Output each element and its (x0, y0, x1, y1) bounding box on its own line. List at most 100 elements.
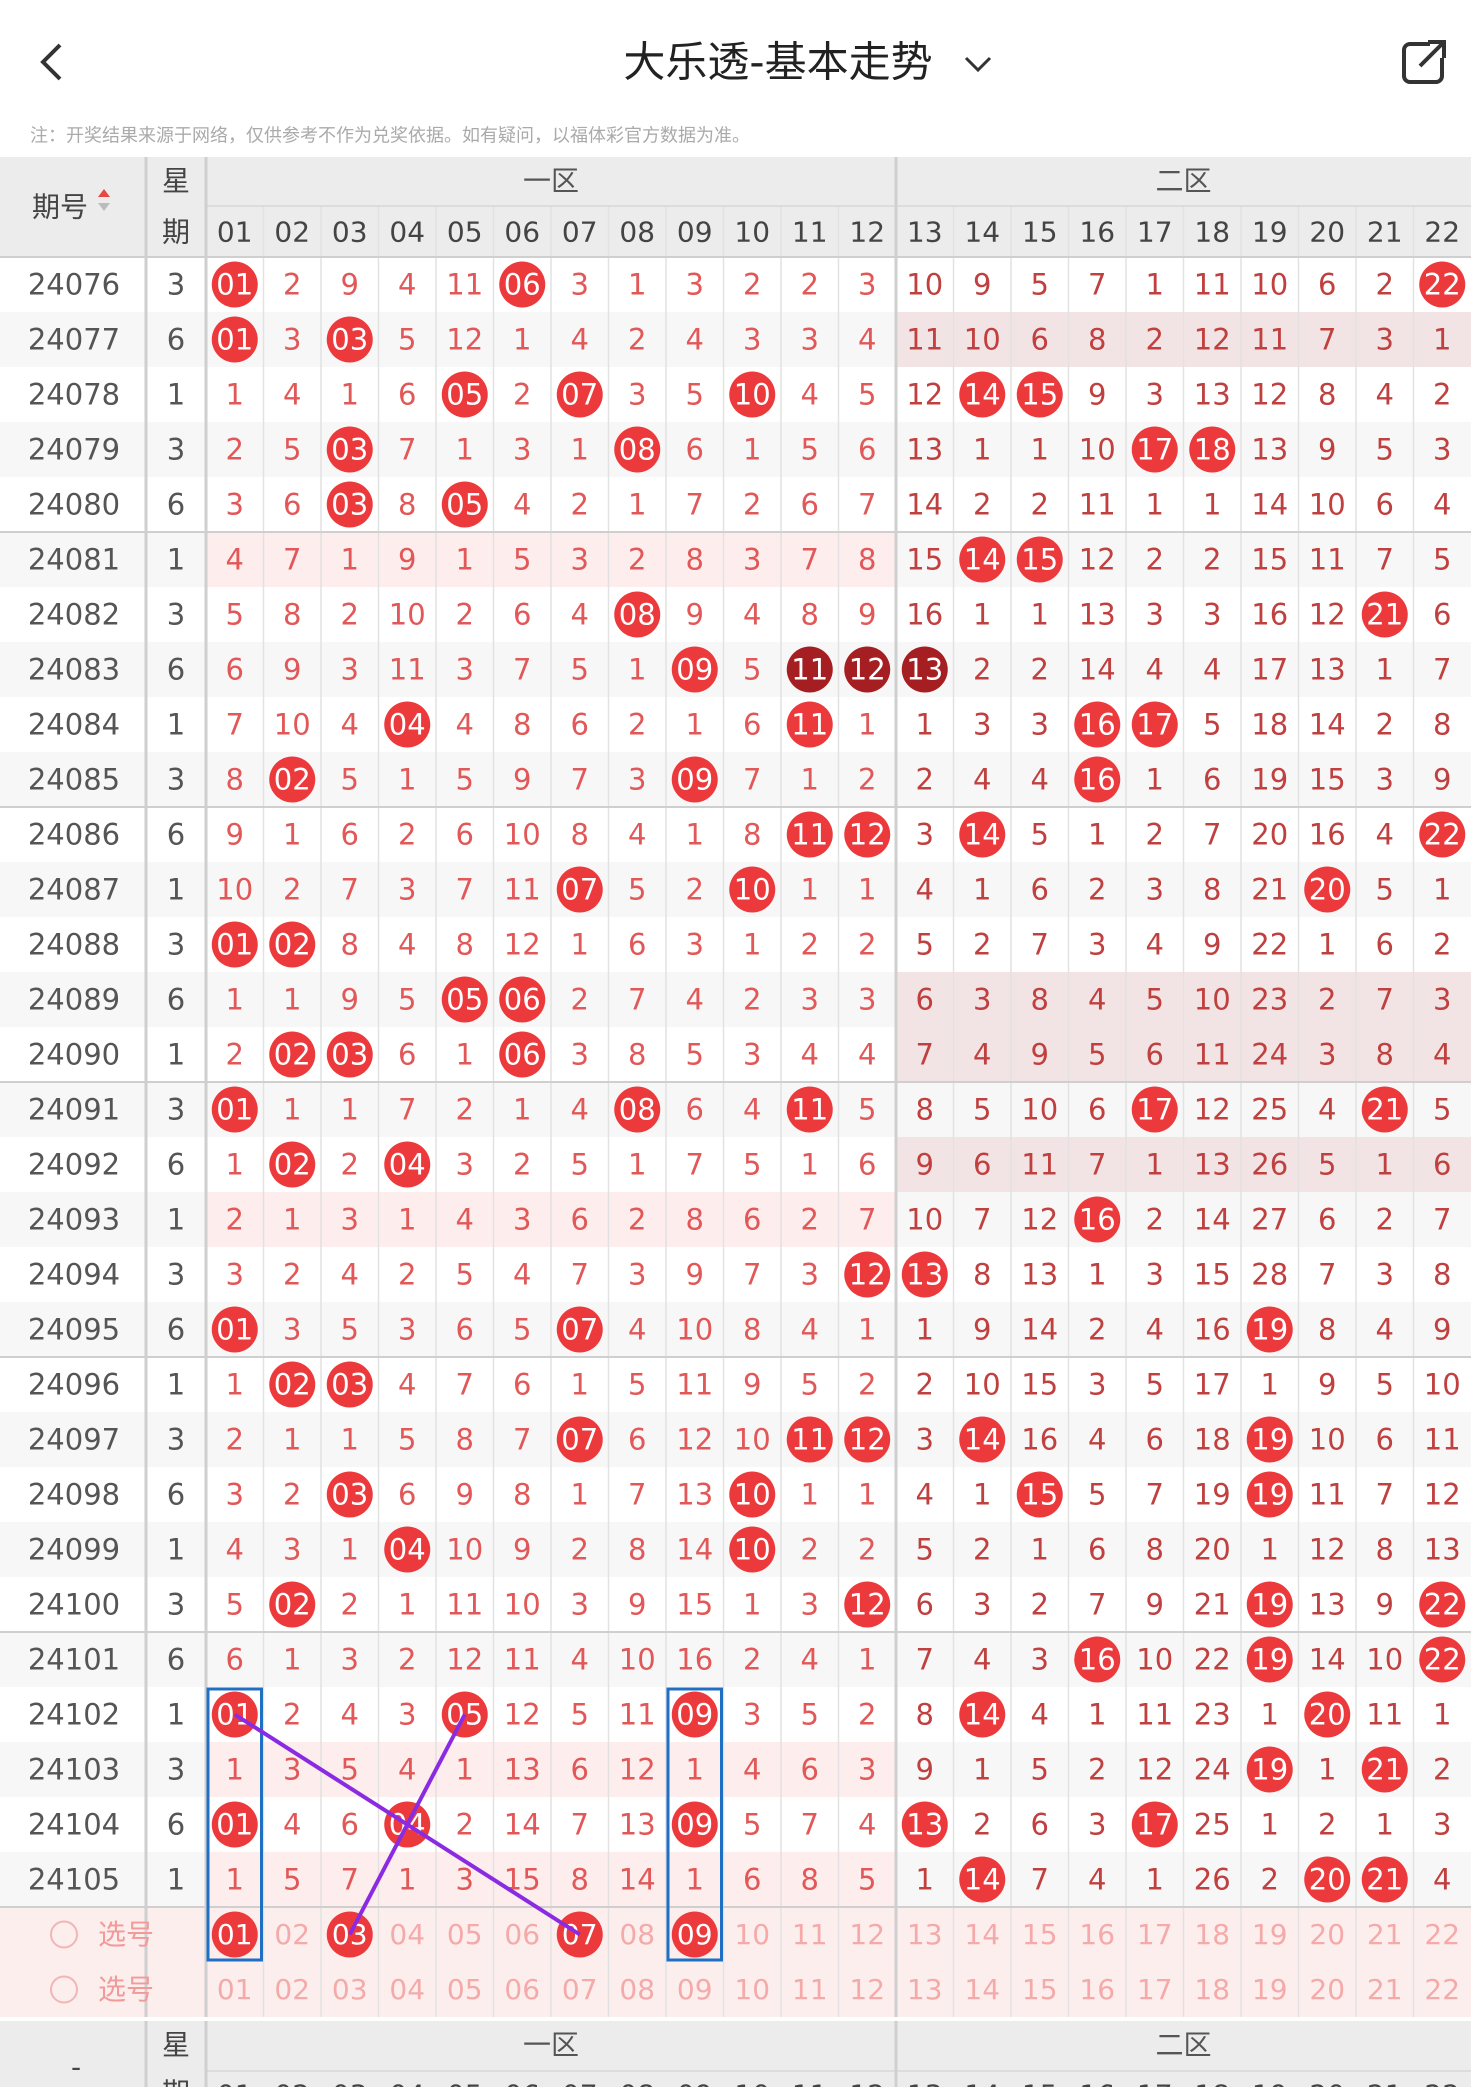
select-number[interactable]: 18 (1194, 1918, 1230, 1951)
select-number[interactable]: 12 (849, 1918, 885, 1951)
miss-count: 5 (1318, 1148, 1336, 1182)
miss-count: 7 (1376, 983, 1394, 1017)
miss-count: 2 (1376, 708, 1394, 742)
sort-down[interactable] (98, 203, 110, 211)
miss-count: 9 (1146, 1588, 1164, 1622)
issue: 24091 (28, 1093, 120, 1127)
select-number[interactable]: 05 (447, 1918, 483, 1951)
weekday: 3 (167, 1423, 185, 1457)
select-number[interactable]: 20 (1309, 1918, 1345, 1951)
select-number[interactable]: 21 (1367, 1918, 1403, 1951)
miss-count: 2 (283, 268, 301, 302)
hit-ball (499, 976, 546, 1023)
back-button[interactable] (40, 43, 62, 81)
select-number[interactable]: 07 (562, 1973, 598, 2006)
select-number[interactable]: 13 (907, 1918, 943, 1951)
select-number[interactable]: 22 (1424, 1973, 1460, 2006)
miss-count: 6 (743, 708, 761, 742)
hit-ball (959, 811, 1006, 858)
select-number[interactable]: 01 (217, 1918, 253, 1951)
miss-count: 2 (858, 928, 876, 962)
title-dropdown[interactable] (964, 56, 992, 73)
select-number[interactable]: 11 (792, 1918, 828, 1951)
miss-count: 5 (571, 1698, 589, 1732)
select-number[interactable]: 17 (1137, 1918, 1173, 1951)
select-number[interactable]: 19 (1252, 1918, 1288, 1951)
issue-header[interactable]: 期号 (32, 191, 88, 224)
hit-number: 14 (964, 1698, 1001, 1732)
select-number[interactable]: 05 (447, 1973, 483, 2006)
select-radio[interactable] (50, 1975, 78, 2004)
select-number[interactable]: 13 (907, 1973, 943, 2006)
select-number[interactable]: 06 (504, 1918, 540, 1951)
select-label[interactable]: 选号 (98, 1973, 154, 2006)
miss-count: 1 (226, 1863, 244, 1897)
miss-count: 14 (1021, 1313, 1058, 1347)
weekday: 6 (167, 1148, 185, 1182)
hit-ball (1131, 426, 1178, 473)
select-number[interactable]: 06 (504, 1973, 540, 2006)
select-number[interactable]: 21 (1367, 1973, 1403, 2006)
miss-count: 5 (283, 433, 301, 467)
select-number[interactable]: 04 (389, 1918, 425, 1951)
hit-ball (441, 481, 488, 528)
select-number[interactable]: 14 (964, 1973, 1000, 2006)
select-number[interactable]: 02 (274, 1918, 310, 1951)
select-number[interactable]: 10 (734, 1918, 770, 1951)
miss-count: 4 (801, 378, 819, 412)
select-number[interactable]: 12 (849, 1973, 885, 2006)
miss-count: 7 (1318, 1258, 1336, 1292)
select-label[interactable]: 选号 (98, 1918, 154, 1951)
miss-count: 3 (456, 1863, 474, 1897)
select-number[interactable]: 10 (734, 1973, 770, 2006)
miss-count: 2 (283, 1478, 301, 1512)
weekday: 3 (167, 763, 185, 797)
select-radio[interactable] (50, 1920, 78, 1949)
select-number[interactable]: 20 (1309, 1973, 1345, 2006)
select-number[interactable]: 15 (1022, 1918, 1058, 1951)
hit-number: 01 (216, 268, 253, 302)
select-number[interactable]: 18 (1194, 1973, 1230, 2006)
select-number[interactable]: 03 (332, 1973, 368, 2006)
selected-ball[interactable] (211, 1911, 258, 1958)
hit-number: 03 (331, 433, 368, 467)
miss-count: 23 (1194, 1698, 1231, 1732)
select-number[interactable]: 02 (274, 1973, 310, 2006)
select-number[interactable]: 01 (217, 1973, 253, 2006)
column-header: 17 (1137, 2079, 1173, 2087)
hit-ball (614, 426, 661, 473)
select-number[interactable]: 19 (1252, 1973, 1288, 2006)
select-number[interactable]: 15 (1022, 1973, 1058, 2006)
select-number[interactable]: 22 (1424, 1918, 1460, 1951)
select-number[interactable]: 17 (1137, 1973, 1173, 2006)
miss-count: 3 (1203, 598, 1221, 632)
select-number[interactable]: 09 (677, 1973, 713, 2006)
hit-number: 01 (216, 323, 253, 357)
selected-ball[interactable] (671, 1911, 718, 1958)
miss-count: 4 (571, 598, 589, 632)
miss-count: 4 (973, 1643, 991, 1677)
miss-count: 2 (1376, 268, 1394, 302)
select-number[interactable]: 04 (389, 1973, 425, 2006)
share-button[interactable] (1402, 40, 1446, 84)
miss-count: 1 (628, 653, 646, 687)
miss-count: 6 (686, 1093, 704, 1127)
issue: 24085 (28, 763, 120, 797)
select-number[interactable]: 14 (964, 1918, 1000, 1951)
miss-count: 5 (1433, 1093, 1451, 1127)
select-number[interactable]: 16 (1079, 1918, 1115, 1951)
select-number[interactable]: 08 (619, 1918, 655, 1951)
select-number[interactable]: 08 (619, 1973, 655, 2006)
miss-count: 7 (571, 763, 589, 797)
miss-count: 1 (1261, 1698, 1279, 1732)
sort-up[interactable] (98, 189, 110, 197)
miss-count: 5 (398, 1423, 416, 1457)
miss-count: 21 (1194, 1588, 1231, 1622)
hit-number: 14 (964, 1423, 1001, 1457)
miss-count: 2 (341, 1588, 359, 1622)
select-number[interactable]: 11 (792, 1973, 828, 2006)
select-number[interactable]: 09 (677, 1918, 713, 1951)
select-number[interactable]: 16 (1079, 1973, 1115, 2006)
miss-count: 3 (283, 1753, 301, 1787)
miss-count: 12 (1424, 1478, 1461, 1512)
